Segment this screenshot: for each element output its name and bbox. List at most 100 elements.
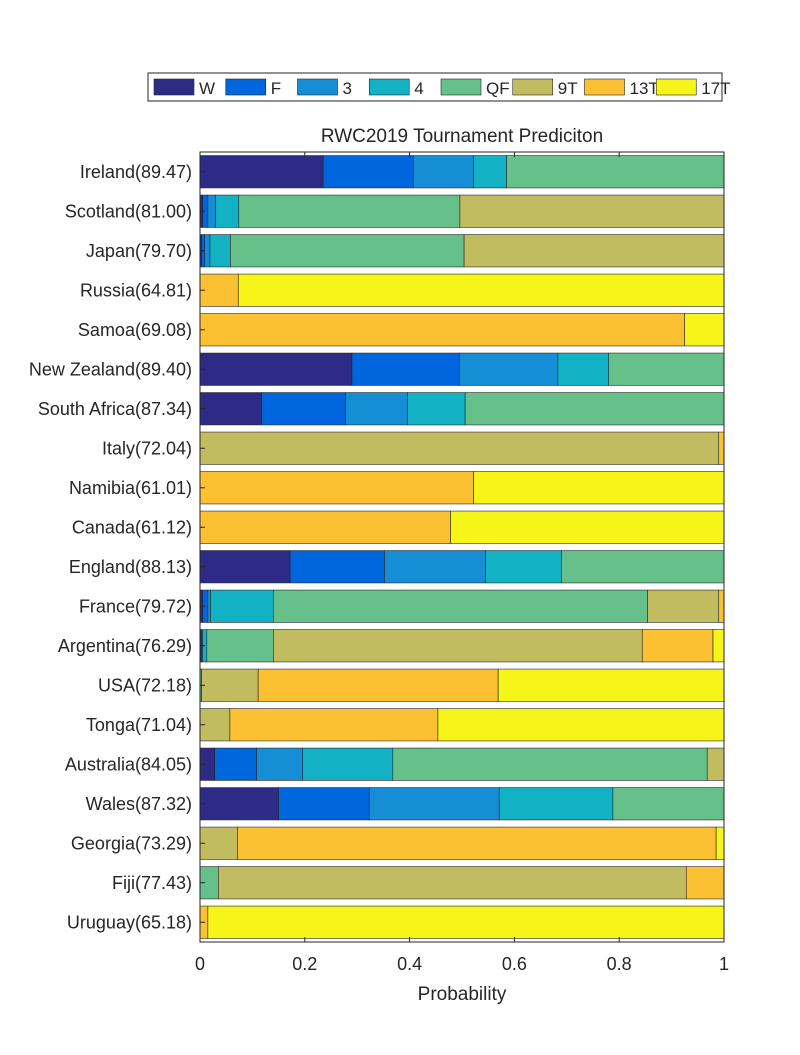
bar-segment-9T-2: [463, 234, 725, 268]
y-tick-label: Russia(64.81): [80, 280, 192, 300]
y-tick-label: Argentina(76.29): [58, 636, 192, 656]
bar-segment-9T-11: [647, 589, 720, 623]
bar-segment-QF-12: [206, 629, 274, 663]
bar-segment-3-15: [256, 747, 304, 781]
chart-title: RWC2019 Tournament Prediciton: [321, 126, 603, 147]
bar-segment-17T-9: [450, 510, 725, 544]
y-tick-label: Georgia(73.29): [71, 833, 192, 853]
bar-segment-17T-12: [712, 629, 725, 663]
bar-segment-F-10: [289, 550, 385, 584]
bar-segment-F-15: [214, 747, 257, 781]
y-tick-label: Wales(87.32): [86, 794, 192, 814]
bar-segment-13T-18: [685, 866, 725, 900]
bar-segment-13T-9: [199, 510, 451, 544]
bars: [199, 155, 725, 939]
bar-segment-13T-3: [199, 273, 239, 307]
bar-segment-W-5: [199, 352, 353, 386]
bar-segment-3-5: [459, 352, 559, 386]
bar-segment-9T-1: [459, 194, 725, 228]
bar-segment-9T-12: [273, 629, 643, 663]
bar-segment-17T-14: [437, 708, 725, 742]
legend-label-QF: QF: [486, 79, 510, 98]
bar-segment-4-2: [209, 234, 231, 268]
legend-swatch-QF: [440, 78, 482, 96]
y-tick-label: Uruguay(65.18): [67, 912, 192, 932]
y-tick-label: Namibia(61.01): [69, 478, 192, 498]
legend: W F 3 4 QF 9T 13T 17T: [147, 72, 731, 102]
bar-segment-QF-16: [612, 787, 725, 821]
legend-label-9T: 9T: [558, 79, 578, 98]
legend-swatch-13T: [584, 78, 625, 96]
x-tick-label: 0.2: [292, 954, 317, 974]
bar-segment-13T-11: [718, 589, 725, 623]
bar-segment-17T-8: [473, 471, 725, 505]
legend-swatch-4: [368, 78, 410, 96]
bar-segment-9T-7: [199, 431, 720, 465]
bar-segment-QF-2: [230, 234, 465, 268]
bar-segment-QF-15: [392, 747, 708, 781]
x-tick-label: 0.8: [607, 954, 632, 974]
x-axis: 0 0.2 0.4 0.6 0.8 1: [195, 152, 729, 974]
bar-segment-3-1: [207, 194, 217, 228]
bar-segment-3-10: [384, 550, 486, 584]
y-tick-label: USA(72.18): [98, 675, 192, 695]
bar-segment-W-0: [199, 155, 324, 189]
bar-segment-F-6: [261, 392, 346, 426]
y-tick-label: England(88.13): [69, 557, 192, 577]
bar-segment-F-5: [351, 352, 460, 386]
bar-segment-4-15: [302, 747, 394, 781]
y-tick-label: Italy(72.04): [102, 438, 192, 458]
bar-segment-3-11: [207, 589, 211, 623]
y-tick-label: Fiji(77.43): [112, 873, 192, 893]
y-tick-label: South Africa(87.34): [38, 399, 192, 419]
bar-segment-9T-17: [199, 826, 239, 860]
bar-segment-F-0: [322, 155, 414, 189]
bar-segment-4-10: [485, 550, 562, 584]
bar-segment-QF-1: [238, 194, 461, 228]
x-tick-label: 0.4: [397, 954, 422, 974]
bar-segment-17T-17: [715, 826, 725, 860]
bar-segment-3-6: [345, 392, 408, 426]
bar-segment-W-6: [199, 392, 263, 426]
bar-segment-3-2: [204, 234, 211, 268]
y-tick-label: Australia(84.05): [65, 754, 192, 774]
legend-swatch-W: [153, 78, 195, 96]
x-tick-label: 0.6: [502, 954, 527, 974]
legend-label-3: 3: [343, 79, 352, 98]
bar-segment-QF-0: [506, 155, 725, 189]
y-tick-label: Scotland(81.00): [65, 201, 192, 221]
bar-segment-4-16: [498, 787, 614, 821]
bar-segment-W-10: [199, 550, 291, 584]
bar-segment-9T-15: [706, 747, 725, 781]
bar-segment-17T-4: [684, 313, 725, 347]
legend-swatch-F: [225, 78, 267, 96]
x-tick-label: 1: [719, 954, 729, 974]
legend-swatch-3: [297, 78, 338, 96]
bar-segment-QF-6: [464, 392, 725, 426]
y-tick-label: Tonga(71.04): [86, 715, 192, 735]
legend-label-17T: 17T: [701, 79, 730, 98]
bar-segment-13T-7: [718, 431, 725, 465]
bar-segment-QF-11: [273, 589, 648, 623]
bar-segment-W-16: [199, 787, 279, 821]
bar-segment-13T-14: [229, 708, 439, 742]
y-tick-label: Samoa(69.08): [78, 320, 192, 340]
legend-swatch-9T: [512, 78, 554, 96]
bar-segment-13T-4: [199, 313, 686, 347]
bar-segment-17T-3: [237, 273, 725, 307]
bar-segment-QF-5: [608, 352, 725, 386]
legend-label-F: F: [271, 79, 281, 98]
plot-frame: [199, 151, 725, 943]
y-tick-label: France(79.72): [79, 596, 192, 616]
y-axis: Ireland(89.47) Scotland(81.00) Japan(79.70…: [29, 162, 205, 932]
y-tick-label: Ireland(89.47): [80, 162, 192, 182]
bar-segment-3-16: [368, 787, 500, 821]
legend-label-W: W: [199, 79, 215, 98]
x-tick-label: 0: [195, 954, 205, 974]
bar-segment-13T-17: [237, 826, 717, 860]
bar-segment-4-5: [557, 352, 610, 386]
y-tick-label: Canada(61.12): [72, 517, 192, 537]
bar-segment-17T-19: [207, 905, 725, 939]
